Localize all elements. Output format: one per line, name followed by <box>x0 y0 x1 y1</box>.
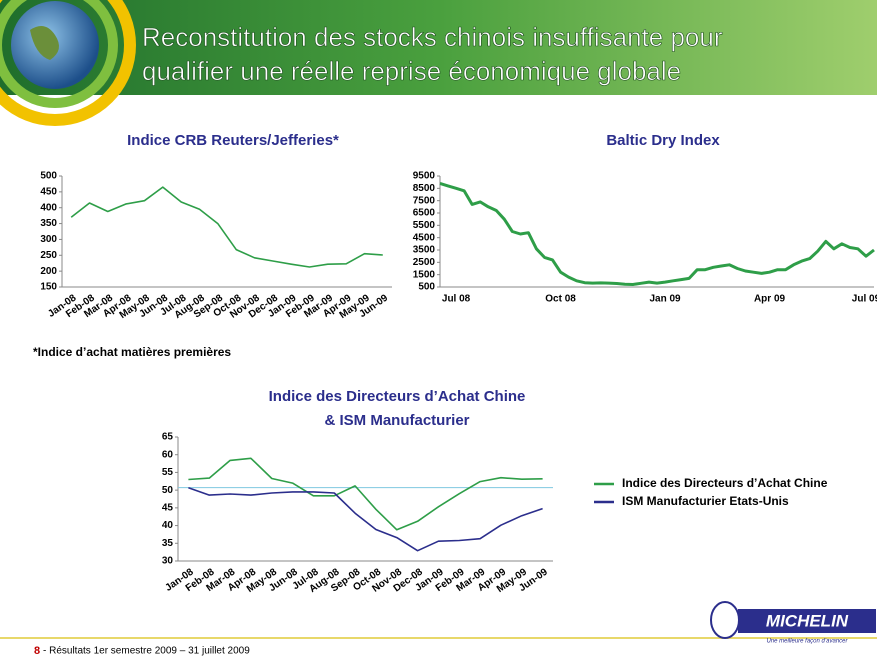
y-tick-label: 3500 <box>413 245 436 256</box>
logo-tagline: Une meilleure façon d’avancer <box>766 639 848 645</box>
chart-title: & ISM Manufacturier <box>324 412 469 429</box>
y-tick-label: 450 <box>40 186 57 197</box>
y-tick-label: 4500 <box>413 232 436 243</box>
chart-title: Indice CRB Reuters/Jefferies* <box>127 132 339 149</box>
y-tick-label: 6500 <box>413 208 436 219</box>
chart-title: Indice des Directeurs d’Achat Chine <box>269 388 526 405</box>
y-tick-label: 35 <box>162 538 174 549</box>
slide-title: qualifier une réelle reprise économique … <box>142 56 681 86</box>
y-tick-label: 9500 <box>413 171 436 182</box>
chart-title: Baltic Dry Index <box>606 132 720 149</box>
title-gap <box>0 95 877 103</box>
logo-name: MICHELIN <box>766 611 849 630</box>
x-tick-label: Jan 09 <box>649 294 681 305</box>
y-tick-label: 350 <box>40 218 57 229</box>
slide: Reconstitution des stocks chinois insuff… <box>0 0 877 664</box>
y-tick-label: 45 <box>162 502 174 513</box>
y-tick-label: 5500 <box>413 220 436 231</box>
y-tick-label: 7500 <box>413 195 436 206</box>
y-tick-label: 8500 <box>413 183 436 194</box>
y-tick-label: 400 <box>40 202 57 213</box>
legend-label: ISM Manufacturier Etats-Unis <box>622 494 789 508</box>
legend-label: Indice des Directeurs d’Achat Chine <box>622 476 828 490</box>
y-tick-label: 40 <box>162 520 174 531</box>
y-tick-label: 60 <box>162 449 174 460</box>
x-tick-label: Jul 09 <box>852 294 877 305</box>
y-tick-label: 65 <box>162 432 174 443</box>
y-tick-label: 500 <box>40 171 57 182</box>
x-tick-label: Jul 08 <box>442 294 471 305</box>
footnote: *Indice d’achat matières premières <box>33 345 231 359</box>
y-tick-label: 150 <box>40 282 57 293</box>
y-tick-label: 200 <box>40 266 57 277</box>
y-tick-label: 300 <box>40 234 57 245</box>
page-number: 8 <box>34 645 40 657</box>
y-tick-label: 1500 <box>413 269 436 280</box>
y-tick-label: 55 <box>162 467 174 478</box>
x-tick-label: Oct 08 <box>545 294 576 305</box>
footer-text: - Résultats 1er semestre 2009 – 31 juill… <box>43 646 250 657</box>
slide-title: Reconstitution des stocks chinois insuff… <box>142 22 723 52</box>
y-tick-label: 500 <box>418 282 435 293</box>
y-tick-label: 250 <box>40 250 57 261</box>
y-tick-label: 30 <box>162 556 174 567</box>
y-tick-label: 50 <box>162 485 174 496</box>
x-tick-label: Apr 09 <box>754 294 786 305</box>
y-tick-label: 2500 <box>413 257 436 268</box>
